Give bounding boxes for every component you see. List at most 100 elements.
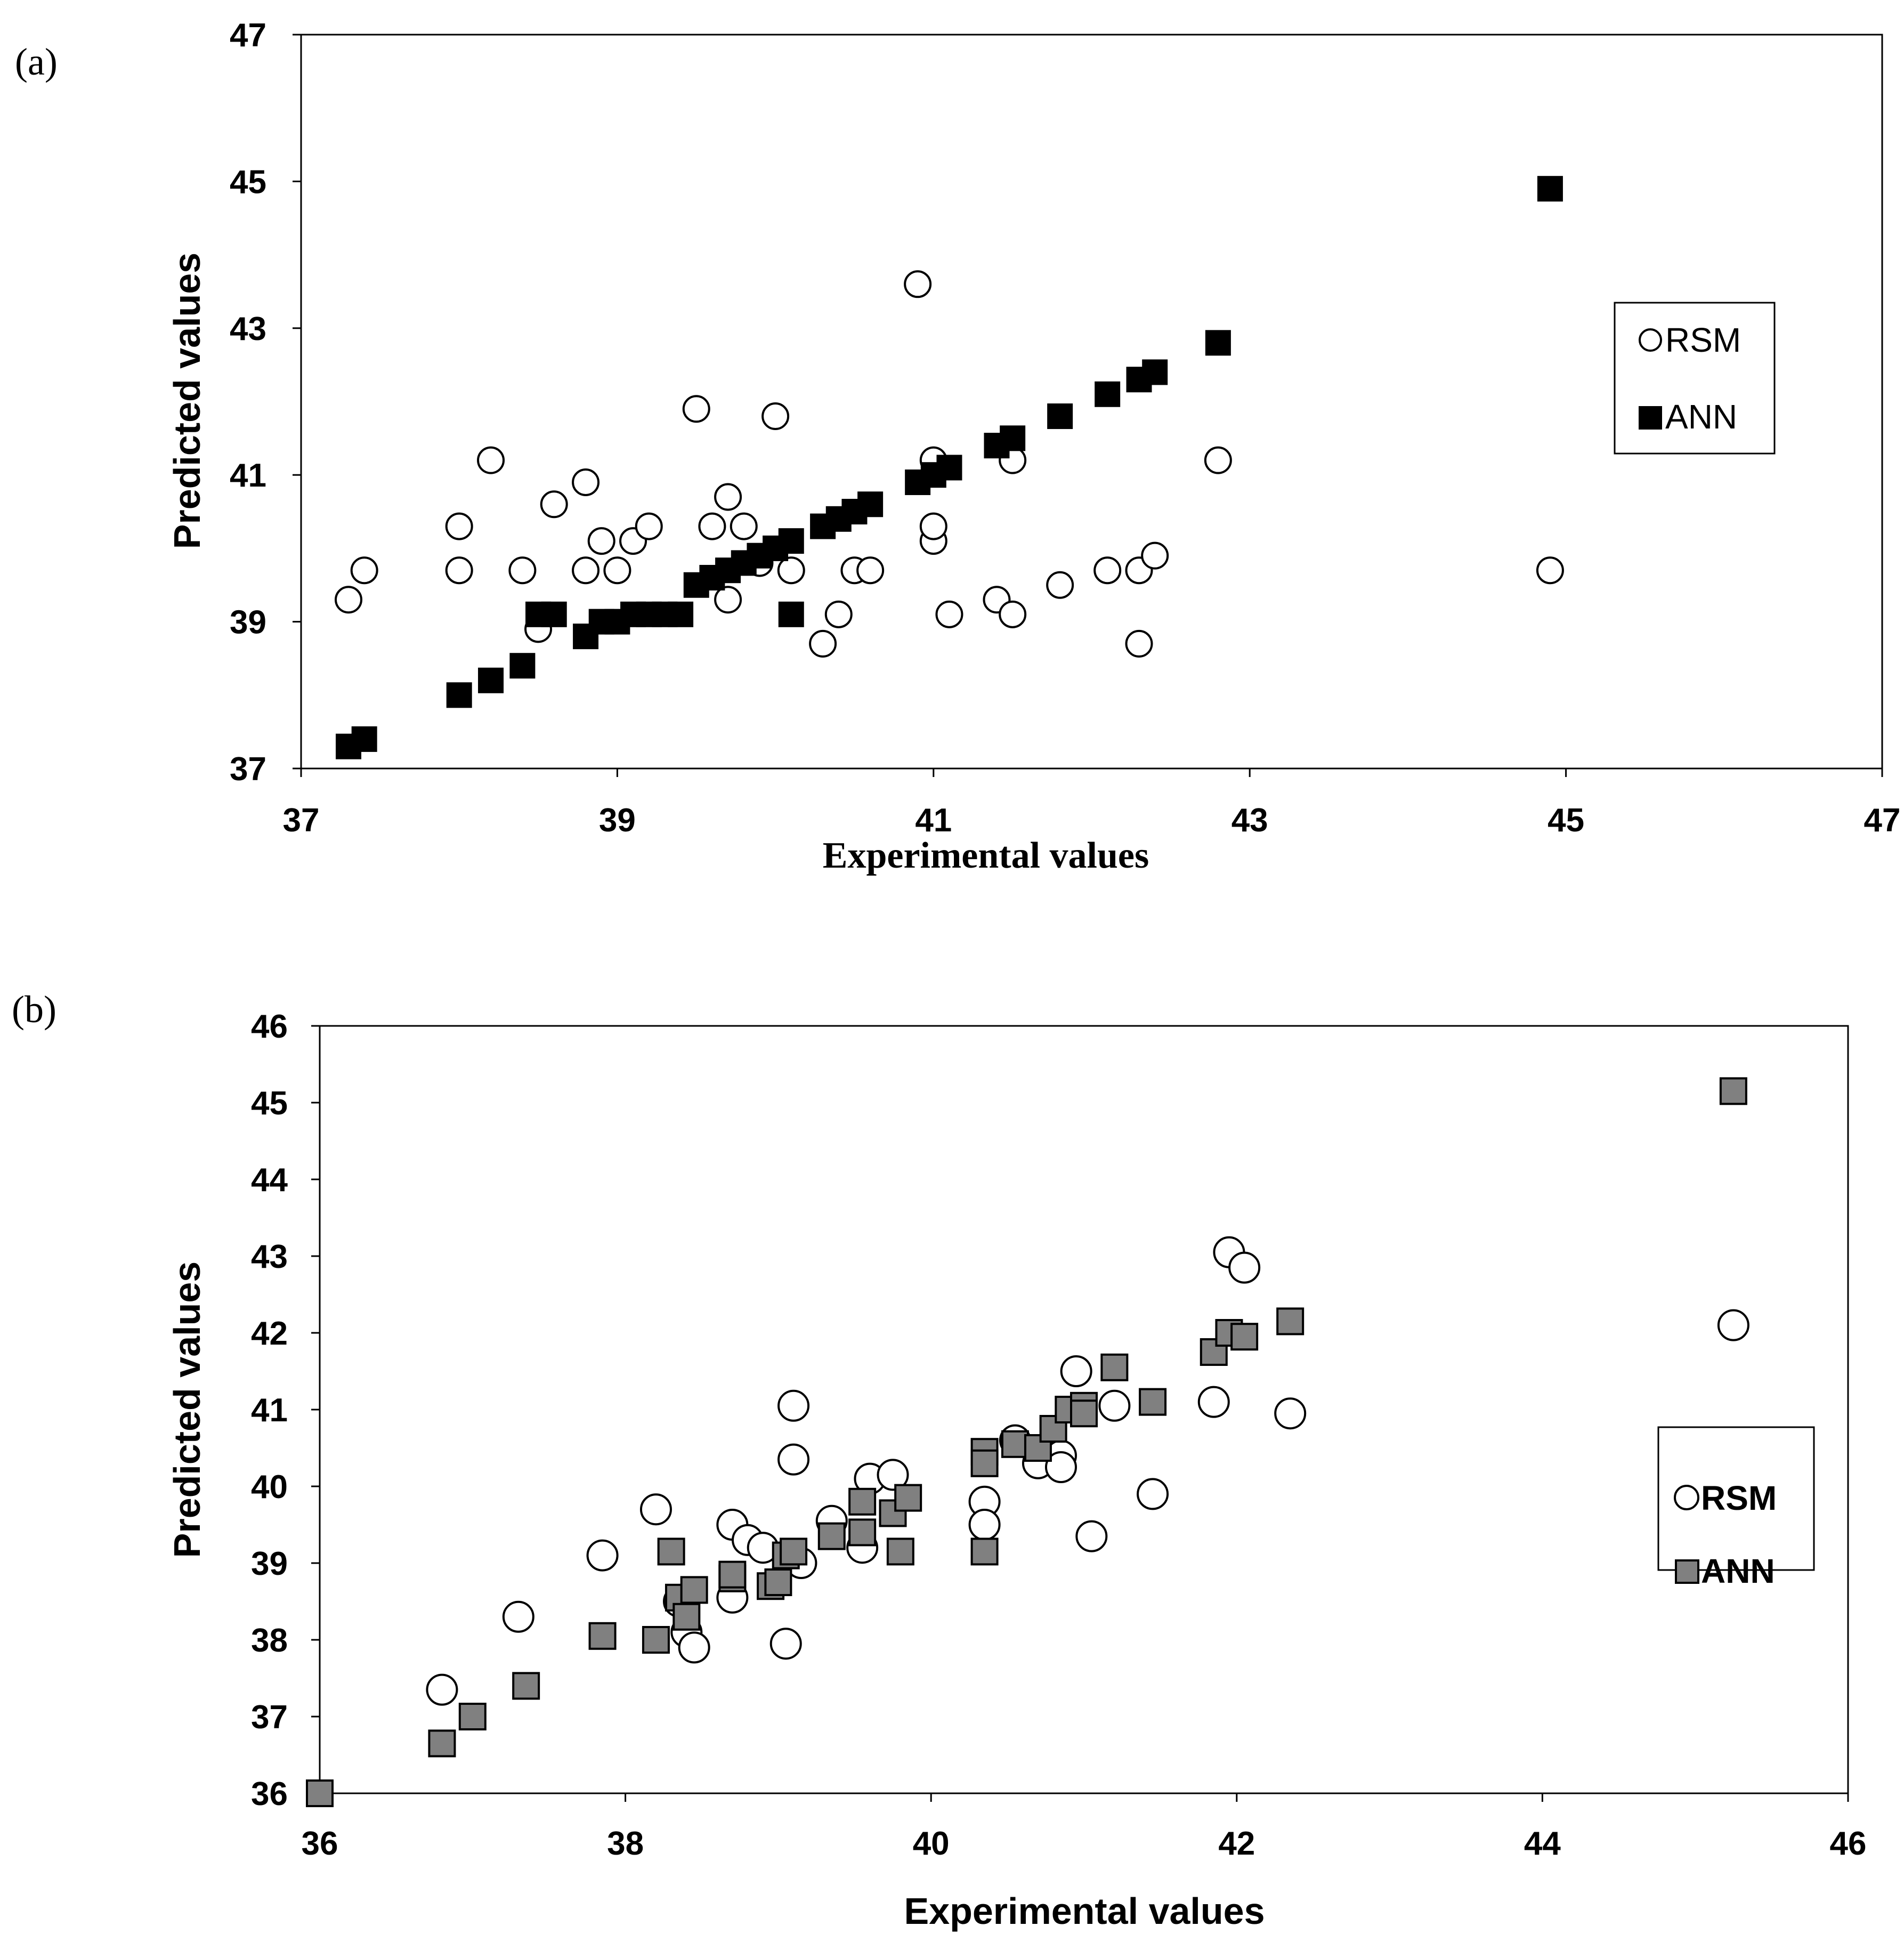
y-tick-label: 43 [230,311,266,347]
rsm-point [1274,1397,1307,1430]
ann-point [588,1622,617,1650]
ann-point [970,1538,999,1566]
rsm-point [572,556,600,585]
ann-point [1205,330,1231,356]
ann-point [458,1703,487,1730]
rsm-point [678,1631,710,1664]
rsm-point [1204,446,1232,474]
rsm-point [935,600,963,628]
y-tick-label: 38 [251,1622,288,1659]
ann-point [428,1729,456,1758]
rsm-point [1075,1520,1108,1552]
x-tick-label: 41 [915,802,952,839]
rsm-point [635,512,663,540]
rsm-point [714,483,742,511]
ann-point [857,491,884,517]
ann-point [306,1779,334,1807]
ann-point [509,653,536,679]
panel-a-legend: RSM ANN [1614,302,1776,455]
x-tick-label: 39 [599,802,636,839]
ann-point [1100,1353,1129,1381]
rsm-point [445,512,473,540]
x-tick-label: 43 [1231,802,1268,839]
panel-b-x-axis-title: Experimental values [904,1890,1265,1932]
rsm-point [572,468,600,496]
ann-point [1095,381,1121,407]
panel-a-label: (a) [15,41,58,83]
rsm-point [586,1539,619,1572]
x-tick-label: 37 [283,802,320,839]
rsm-point [477,446,505,474]
y-tick-label: 46 [251,1008,288,1045]
ann-point [764,1568,792,1596]
rsm-point [1717,1309,1749,1341]
panel-b-points [306,1077,1749,1807]
ann-point [541,601,567,627]
rsm-point [1536,556,1564,585]
ann-point [1142,359,1168,385]
ann-point [848,1518,877,1547]
panel-a-x-axis-title: Experimental values [823,835,1149,876]
rsm-point [824,600,853,628]
rsm-point [1125,629,1153,658]
panel-a-points [335,176,1564,759]
rsm-point [777,1389,810,1422]
rsm-point [1141,541,1169,570]
x-tick-label: 45 [1547,802,1584,839]
panel-a-ticks: 37 39 41 43 45 47 37 39 41 43 45 47 [230,17,1900,839]
rsm-point [1044,1451,1077,1483]
panel-b-ticks: 36 38 40 42 44 46 36 37 38 39 40 41 42 43 44 45 46 [251,1008,1866,1862]
y-tick-label: 37 [230,751,266,788]
ann-point [1070,1399,1098,1428]
ann-point [680,1576,708,1604]
panel-b: (b) 36 38 40 42 44 46 36 37 38 39 40 41 42 43 44 45 46 E… [12,988,1866,1932]
panel-b-legend-ann-label: ANN [1701,1552,1775,1590]
y-tick-label: 44 [251,1162,288,1199]
ann-point [1139,1388,1167,1416]
panel-b-label: (b) [12,988,56,1031]
rsm-point [335,586,363,614]
panel-a-legend-ann-label: ANN [1665,398,1737,436]
ann-point [1039,1415,1067,1443]
y-tick-label: 45 [230,164,266,200]
ann-point [351,726,377,752]
rsm-point [1046,571,1074,599]
rsm-point [350,556,378,585]
panel-a: (a) 37 39 41 43 45 47 37 39 41 43 45 47 Experimenta… [15,17,1900,876]
x-tick-label: 42 [1218,1825,1255,1862]
ann-point [718,1560,747,1589]
rsm-point [809,629,837,658]
ann-point [1719,1077,1747,1105]
panel-a-legend-rsm-marker [1639,328,1662,352]
y-tick-label: 36 [251,1776,288,1812]
ann-point [1001,1430,1029,1458]
ann-point [894,1484,922,1512]
panel-b-legend-ann-marker [1675,1559,1699,1584]
ann-point [970,1449,999,1477]
ann-point [886,1538,914,1566]
ann-point [446,682,472,708]
rsm-point [877,1459,909,1491]
y-tick-label: 43 [251,1239,288,1275]
x-tick-label: 46 [1830,1825,1867,1862]
rsm-point [426,1673,458,1706]
ann-point [642,1626,670,1654]
rsm-point [714,586,742,614]
ann-point [778,601,804,627]
ann-point [817,1522,846,1550]
rsm-point [904,270,932,298]
y-tick-label: 39 [230,604,266,641]
panel-a-legend-rsm-label: RSM [1665,321,1741,359]
y-tick-label: 41 [251,1392,288,1429]
ann-point [936,455,962,481]
y-tick-label: 39 [251,1545,288,1582]
rsm-point [999,600,1027,628]
x-tick-label: 47 [1864,802,1901,839]
rsm-point [1093,556,1122,585]
rsm-point [502,1600,534,1633]
x-tick-label: 36 [302,1825,338,1862]
rsm-point [587,527,615,555]
y-tick-label: 41 [230,457,266,494]
rsm-point [1098,1389,1131,1422]
